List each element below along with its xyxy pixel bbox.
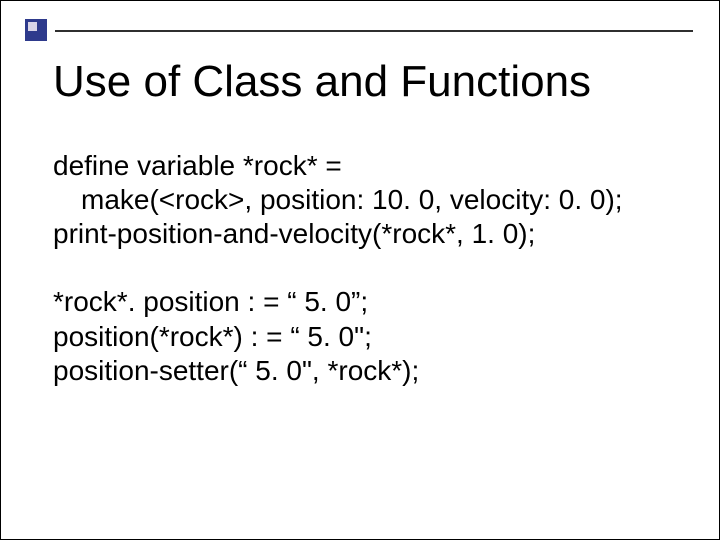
code-line: position(*rock*) : = “ 5. 0"; [53, 320, 623, 354]
slide-title: Use of Class and Functions [53, 57, 591, 107]
slide-body: define variable *rock* = make(<rock>, po… [53, 149, 623, 388]
title-bullet-icon [25, 19, 47, 41]
code-line: make(<rock>, position: 10. 0, velocity: … [53, 183, 623, 217]
code-line: *rock*. position : = “ 5. 0”; [53, 285, 623, 319]
slide: Use of Class and Functions define variab… [0, 0, 720, 540]
horizontal-rule [55, 30, 693, 32]
code-line: print-position-and-velocity(*rock*, 1. 0… [53, 217, 623, 251]
code-line: define variable *rock* = [53, 149, 623, 183]
blank-line [53, 251, 623, 285]
code-line: position-setter(“ 5. 0", *rock*); [53, 354, 623, 388]
